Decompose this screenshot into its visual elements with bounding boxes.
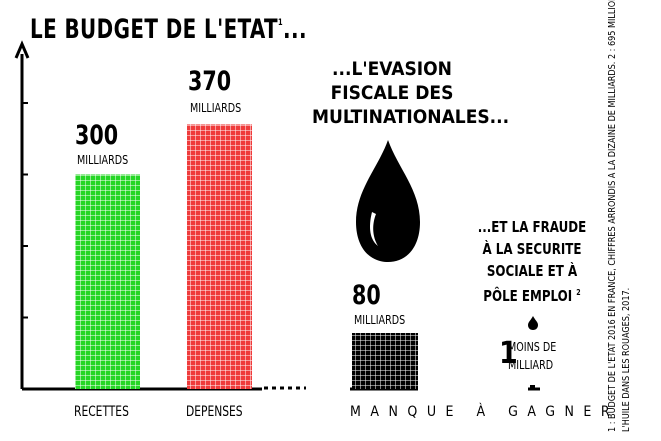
evasion-unit: MILLIARDS xyxy=(354,312,406,327)
fraude-unit: MOINS DE MILLIARD xyxy=(508,339,557,372)
evasion-value: 80 xyxy=(352,280,381,311)
recettes-unit: MILLIARDS xyxy=(77,152,129,167)
footnote-source: 1 : BUDGET DE L'ETAT 2016 EN FRANCE, CHI… xyxy=(607,0,618,432)
y-axis-arrow xyxy=(14,40,30,59)
evasion-heading: ...L'EVASION FISCALE DES MULTINATIONALES… xyxy=(312,58,510,128)
footnote-details: L'HUILE DANS LES ROUAGES, 2017. xyxy=(621,287,632,432)
depenses-unit: MILLIARDS xyxy=(190,100,242,115)
small-drop-icon xyxy=(528,316,538,330)
page-title: LE BUDGET DE L'ETAT1... xyxy=(30,14,307,45)
oil-drop-icon xyxy=(356,140,420,262)
manque-a-gagner-label: MANQUE À GAGNER xyxy=(350,404,620,420)
footnotes: 1 : BUDGET DE L'ETAT 2016 EN FRANCE, CHI… xyxy=(606,0,634,432)
bar-recettes xyxy=(75,174,140,389)
fraude-value: 1 xyxy=(499,336,518,371)
bar-fraude xyxy=(530,385,535,389)
fraude-heading: ...ET LA FRAUDE À LA SECURITE SOCIALE ET… xyxy=(477,218,587,305)
category-depenses: DEPENSES xyxy=(186,404,243,420)
recettes-value: 300 xyxy=(75,120,119,151)
bar-evasion xyxy=(352,333,418,389)
bar-depenses xyxy=(187,124,252,389)
depenses-value: 370 xyxy=(188,66,232,97)
category-recettes: RECETTES xyxy=(74,404,129,420)
